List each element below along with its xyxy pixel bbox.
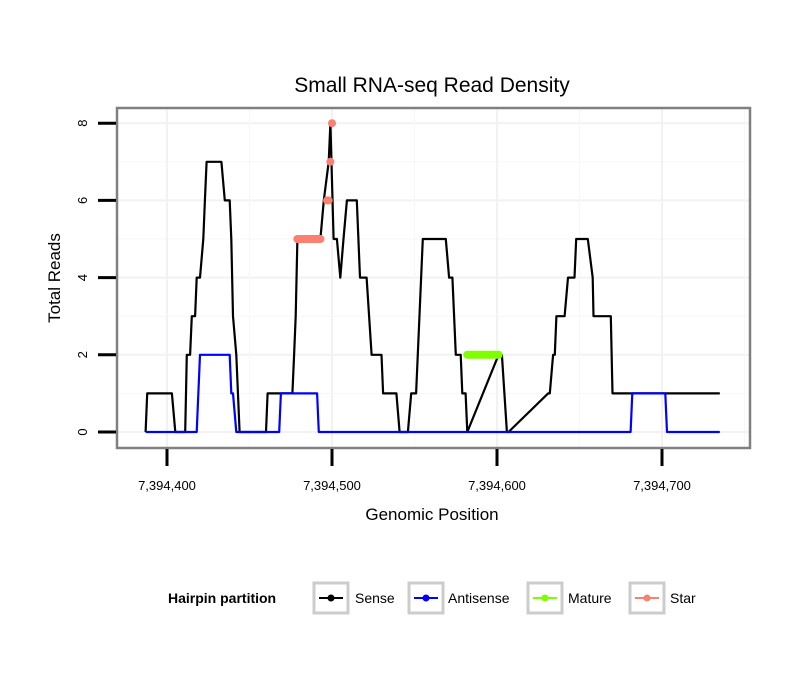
legend-item-mature: Mature bbox=[526, 581, 612, 615]
legend-key-point bbox=[422, 594, 430, 602]
x-tick-label: 7,394,600 bbox=[468, 478, 526, 493]
x-tick-label: 7,394,700 bbox=[633, 478, 691, 493]
data-point bbox=[324, 196, 333, 205]
x-tick-label: 7,394,400 bbox=[138, 478, 196, 493]
series-points-star bbox=[293, 119, 336, 243]
legend-key-point bbox=[541, 594, 549, 602]
data-point bbox=[328, 119, 336, 128]
legend-item-sense: Sense bbox=[312, 581, 395, 615]
legend-item-star: Star bbox=[628, 581, 696, 615]
legend-item-antisense: Antisense bbox=[407, 581, 510, 615]
legend-title: Hairpin partition bbox=[168, 590, 276, 606]
x-axis-title: Genomic Position bbox=[365, 505, 498, 524]
legend-label: Antisense bbox=[448, 590, 510, 606]
chart-title: Small RNA-seq Read Density bbox=[294, 74, 570, 97]
y-tick-label: 0 bbox=[75, 428, 90, 435]
x-axis: 7,394,400 7,394,500 7,394,600 7,394,700 bbox=[138, 449, 691, 493]
y-tick-label: 6 bbox=[75, 197, 90, 204]
y-axis-title: Total Reads bbox=[45, 233, 64, 323]
y-tick-label: 8 bbox=[75, 120, 90, 127]
x-tick-label: 7,394,500 bbox=[303, 478, 361, 493]
legend-key-point bbox=[643, 594, 651, 602]
legend-label: Mature bbox=[568, 590, 612, 606]
y-axis: 0 2 4 6 8 bbox=[75, 120, 116, 436]
legend-label: Star bbox=[670, 590, 696, 606]
plot-panel-border bbox=[115, 106, 752, 450]
data-point bbox=[326, 157, 335, 166]
y-tick-label: 4 bbox=[75, 274, 90, 281]
series-layer bbox=[144, 119, 720, 434]
series-line-sense bbox=[144, 122, 720, 434]
legend: Hairpin partition Sense Antisense Mature St… bbox=[168, 581, 696, 615]
series-line-antisense bbox=[145, 353, 720, 434]
y-tick-label: 2 bbox=[75, 351, 90, 358]
legend-key-point bbox=[327, 594, 335, 602]
legend-label: Sense bbox=[355, 590, 395, 606]
